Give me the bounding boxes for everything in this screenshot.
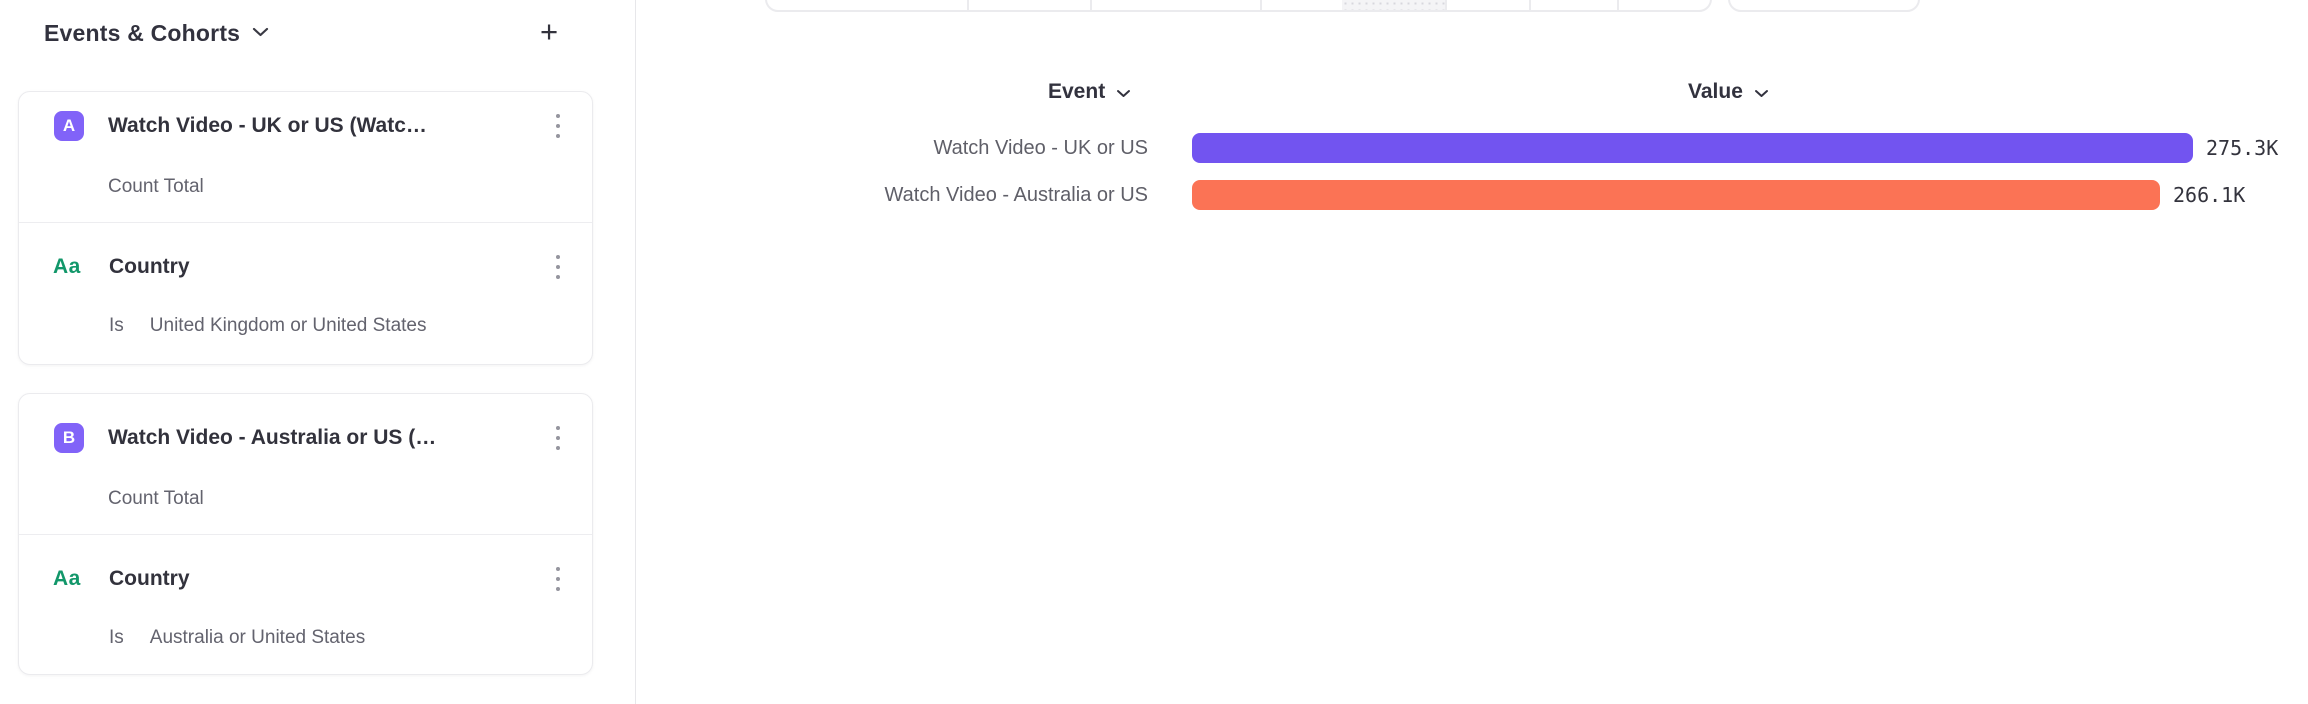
series-badge-b: B bbox=[54, 423, 84, 453]
text-property-icon: Aa bbox=[53, 567, 81, 590]
events-cohorts-dropdown[interactable]: Events & Cohorts bbox=[44, 17, 269, 49]
toolbar-segment-divider bbox=[1529, 0, 1531, 10]
column-header-value-label: Value bbox=[1688, 80, 1743, 103]
chevron-down-icon bbox=[1754, 80, 1769, 104]
property-name[interactable]: Country bbox=[109, 567, 190, 590]
kebab-menu-icon[interactable] bbox=[548, 567, 568, 591]
event-title[interactable]: Watch Video - UK or US (Watc… bbox=[108, 114, 427, 137]
bar-category-label: Watch Video - UK or US bbox=[933, 137, 1148, 159]
bar-series-b[interactable] bbox=[1192, 180, 2160, 210]
chevron-down-icon bbox=[252, 24, 269, 42]
column-header-value[interactable]: Value bbox=[1688, 78, 1769, 106]
text-property-icon: Aa bbox=[53, 255, 81, 278]
secondary-toolbar[interactable] bbox=[1728, 0, 1920, 12]
series-badge-a: A bbox=[54, 111, 84, 141]
measurement-selector[interactable]: Count Total bbox=[108, 488, 204, 509]
sidebar-divider bbox=[635, 0, 636, 704]
event-card-a: A Watch Video - UK or US (Watc… Count To… bbox=[18, 91, 593, 365]
card-divider bbox=[19, 222, 592, 223]
toolbar-segment-divider bbox=[1445, 0, 1447, 10]
toolbar-segment-divider bbox=[967, 0, 969, 10]
filter-value[interactable]: United Kingdom or United States bbox=[149, 315, 427, 336]
toolbar-segment-divider bbox=[1090, 0, 1092, 10]
filter-operator[interactable]: Is bbox=[109, 627, 124, 648]
column-header-event-label: Event bbox=[1048, 80, 1106, 103]
add-event-button[interactable]: + bbox=[539, 14, 559, 49]
kebab-menu-icon[interactable] bbox=[548, 255, 568, 279]
chevron-down-icon bbox=[1116, 80, 1131, 104]
sidebar-title: Events & Cohorts bbox=[44, 19, 241, 46]
filter-operator[interactable]: Is bbox=[109, 315, 124, 336]
bar-category-label: Watch Video - Australia or US bbox=[884, 184, 1148, 206]
kebab-menu-icon[interactable] bbox=[548, 114, 568, 138]
bar-value-label: 275.3K bbox=[2206, 136, 2279, 160]
event-card-b: B Watch Video - Australia or US (… Count… bbox=[18, 393, 593, 675]
filter-value[interactable]: Australia or United States bbox=[149, 627, 366, 648]
toolbar-segment-divider bbox=[1260, 0, 1262, 10]
property-name[interactable]: Country bbox=[109, 255, 190, 278]
event-title[interactable]: Watch Video - Australia or US (… bbox=[108, 426, 437, 449]
kebab-menu-icon[interactable] bbox=[548, 426, 568, 450]
column-header-event[interactable]: Event bbox=[1048, 78, 1131, 106]
bar-value-label: 266.1K bbox=[2173, 183, 2246, 207]
toolbar-segment-divider bbox=[1617, 0, 1619, 10]
bar-series-a[interactable] bbox=[1192, 133, 2193, 163]
card-divider bbox=[19, 534, 592, 535]
measurement-selector[interactable]: Count Total bbox=[108, 176, 204, 197]
chart-type-toolbar[interactable] bbox=[765, 0, 1712, 12]
toolbar-selected-segment[interactable] bbox=[1342, 0, 1445, 10]
